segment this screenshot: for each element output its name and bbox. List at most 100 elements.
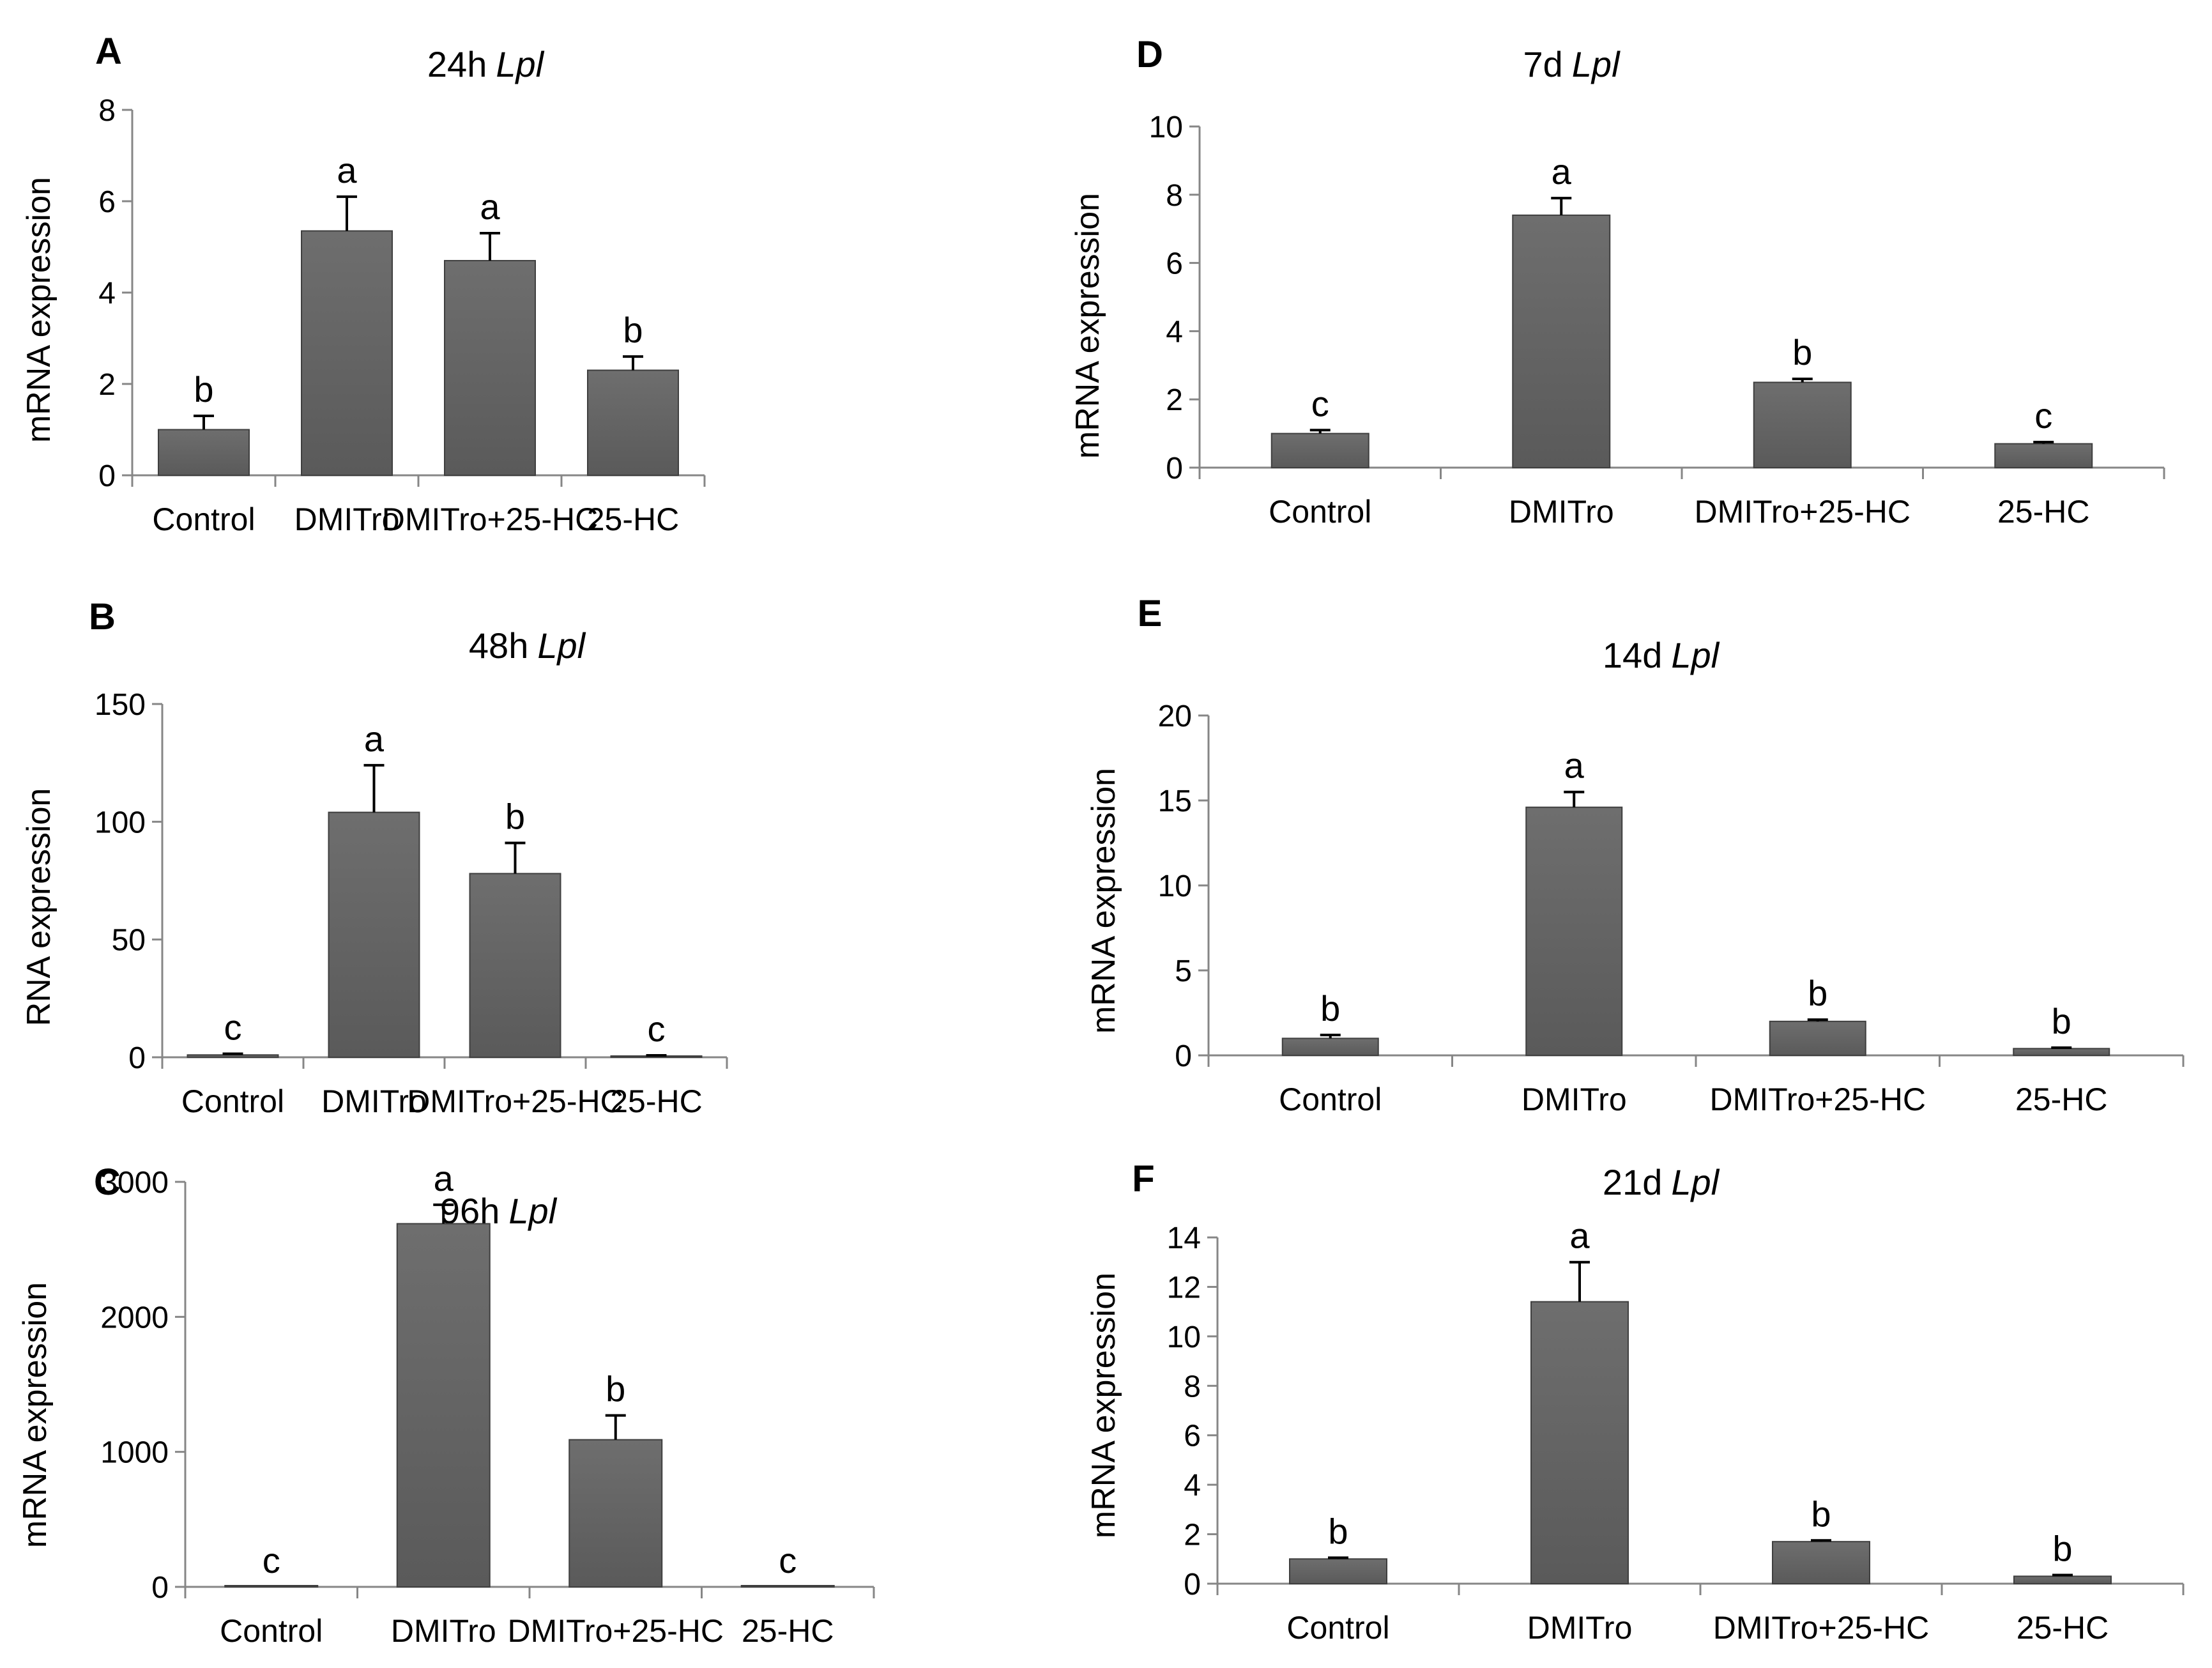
bar-dmitro-25-hc: [568, 1439, 663, 1588]
chart-panel-d: D 7d Lpl mRNA expression 0 2 4 6 8 10 c Control a DMI…: [1069, 34, 2165, 530]
significance-label: a: [364, 719, 385, 759]
bar-control: [187, 1054, 279, 1059]
x-category-label: Control: [220, 1613, 323, 1649]
y-tick-label: 5: [1175, 954, 1192, 988]
y-axis-label: RNA expression: [20, 788, 57, 1027]
bar-dmitro: [1512, 214, 1611, 468]
significance-label: c: [779, 1540, 797, 1580]
y-tick-label: 14: [1167, 1221, 1201, 1255]
y-axis-label: mRNA expression: [17, 1282, 54, 1548]
significance-label: b: [194, 369, 213, 409]
x-category-label: Control: [1269, 494, 1371, 530]
x-category-label: DMITro: [1527, 1610, 1633, 1646]
bar-control: [1270, 432, 1369, 468]
significance-label: b: [1811, 1494, 1831, 1534]
y-tick-label: 50: [112, 924, 146, 958]
panel-letter: A: [95, 31, 122, 72]
x-category-label: Control: [181, 1083, 284, 1119]
chart-title-timepoint: 7d: [1523, 44, 1562, 84]
y-tick-label: 10: [1158, 869, 1192, 903]
significance-label: a: [1564, 746, 1585, 786]
x-category-label: DMITro+25-HC: [407, 1083, 623, 1119]
y-tick-label: 2: [1166, 383, 1183, 417]
panel-letter: E: [1138, 593, 1163, 634]
y-tick-label: 0: [1166, 452, 1183, 486]
chart-title-timepoint: 24h: [427, 44, 487, 84]
chart-title-gene: Lpl: [1671, 635, 1720, 675]
significance-label: c: [1311, 383, 1329, 424]
significance-label: b: [606, 1369, 625, 1409]
chart-panel-b: B 48h Lpl RNA expression 0 50 100 150 c Control a D…: [20, 596, 728, 1119]
y-tick-label: 0: [1184, 1568, 1201, 1602]
y-tick-label: 6: [1166, 247, 1183, 281]
significance-label: b: [2052, 1001, 2071, 1041]
bar-control: [158, 429, 250, 476]
bar-25-hc: [1994, 443, 2093, 468]
bar-dmitro-25-hc: [1769, 1020, 1866, 1057]
significance-label: a: [1569, 1216, 1590, 1256]
chart-title-gene: Lpl: [1671, 1162, 1720, 1202]
bar-dmitro: [301, 230, 393, 476]
y-tick-label: 8: [1184, 1370, 1201, 1404]
x-category-label: DMITro: [1509, 494, 1614, 530]
y-tick-label: 3000: [100, 1166, 169, 1200]
chart-title-gene: Lpl: [1572, 44, 1621, 84]
significance-label: b: [1808, 973, 1827, 1013]
chart-title: 24h Lpl: [427, 44, 545, 84]
x-category-label: Control: [152, 501, 255, 537]
y-tick-label: 4: [98, 277, 116, 310]
chart-title: 14d Lpl: [1603, 635, 1720, 675]
x-category-label: DMITro+25-HC: [1710, 1082, 1926, 1117]
y-tick-label: 4: [1184, 1469, 1201, 1503]
chart-title-timepoint: 21d: [1603, 1162, 1662, 1202]
x-category-label: DMITro: [321, 1083, 427, 1119]
chart-title-gene: Lpl: [537, 625, 586, 666]
chart-title: 7d Lpl: [1523, 44, 1621, 84]
x-category-label: 25-HC: [742, 1613, 834, 1649]
panel-letter: B: [89, 596, 116, 638]
y-tick-label: 8: [1166, 179, 1183, 213]
significance-label: a: [1552, 151, 1572, 192]
y-tick-label: 2: [1184, 1519, 1201, 1552]
y-axis-label: mRNA expression: [1069, 193, 1106, 459]
y-tick-label: 0: [128, 1041, 146, 1075]
chart-title-gene: Lpl: [496, 44, 544, 84]
bar-dmitro-25-hc: [444, 259, 536, 476]
bar-dmitro: [396, 1223, 491, 1588]
significance-label: b: [1328, 1511, 1348, 1551]
significance-label: a: [434, 1158, 454, 1198]
bar-25-hc: [740, 1585, 835, 1588]
significance-label: c: [224, 1007, 242, 1047]
y-tick-label: 6: [98, 185, 116, 219]
y-tick-label: 0: [1175, 1039, 1192, 1073]
y-axis-label: mRNA expression: [1085, 768, 1122, 1034]
x-category-label: Control: [1279, 1082, 1382, 1117]
chart-panel-a: A 24h Lpl mRNA expression 0 2 4 6 8 b Control a DMIT…: [20, 31, 706, 537]
x-category-label: DMITro+25-HC: [382, 501, 598, 537]
y-tick-label: 1000: [100, 1436, 169, 1470]
y-tick-label: 20: [1158, 700, 1192, 733]
x-category-label: DMITro: [1522, 1082, 1627, 1117]
significance-label: b: [623, 310, 643, 350]
y-tick-label: 10: [1167, 1320, 1201, 1354]
bar-dmitro: [328, 811, 420, 1058]
chart-panel-f: F 21d Lpl mRNA expression 0 2 4 6 8 10 12 14 b Contro…: [1085, 1158, 2185, 1646]
bar-dmitro-25-hc: [1772, 1541, 1870, 1585]
significance-label: b: [1792, 332, 1812, 372]
x-category-label: DMITro+25-HC: [508, 1613, 724, 1649]
chart-title-timepoint: 14d: [1603, 635, 1662, 675]
x-category-label: 25-HC: [610, 1083, 702, 1119]
x-category-label: DMITro+25-HC: [1695, 494, 1911, 530]
panel-letter: D: [1136, 34, 1163, 75]
significance-label: c: [648, 1009, 666, 1049]
bar-control: [1289, 1558, 1387, 1584]
panel-letter: C: [94, 1161, 121, 1203]
y-tick-label: 12: [1167, 1271, 1201, 1305]
bar-25-hc: [2013, 1048, 2110, 1056]
significance-label: b: [2052, 1528, 2072, 1568]
y-tick-label: 4: [1166, 315, 1183, 349]
x-category-label: DMITro: [294, 501, 400, 537]
x-category-label: DMITro: [391, 1613, 496, 1649]
